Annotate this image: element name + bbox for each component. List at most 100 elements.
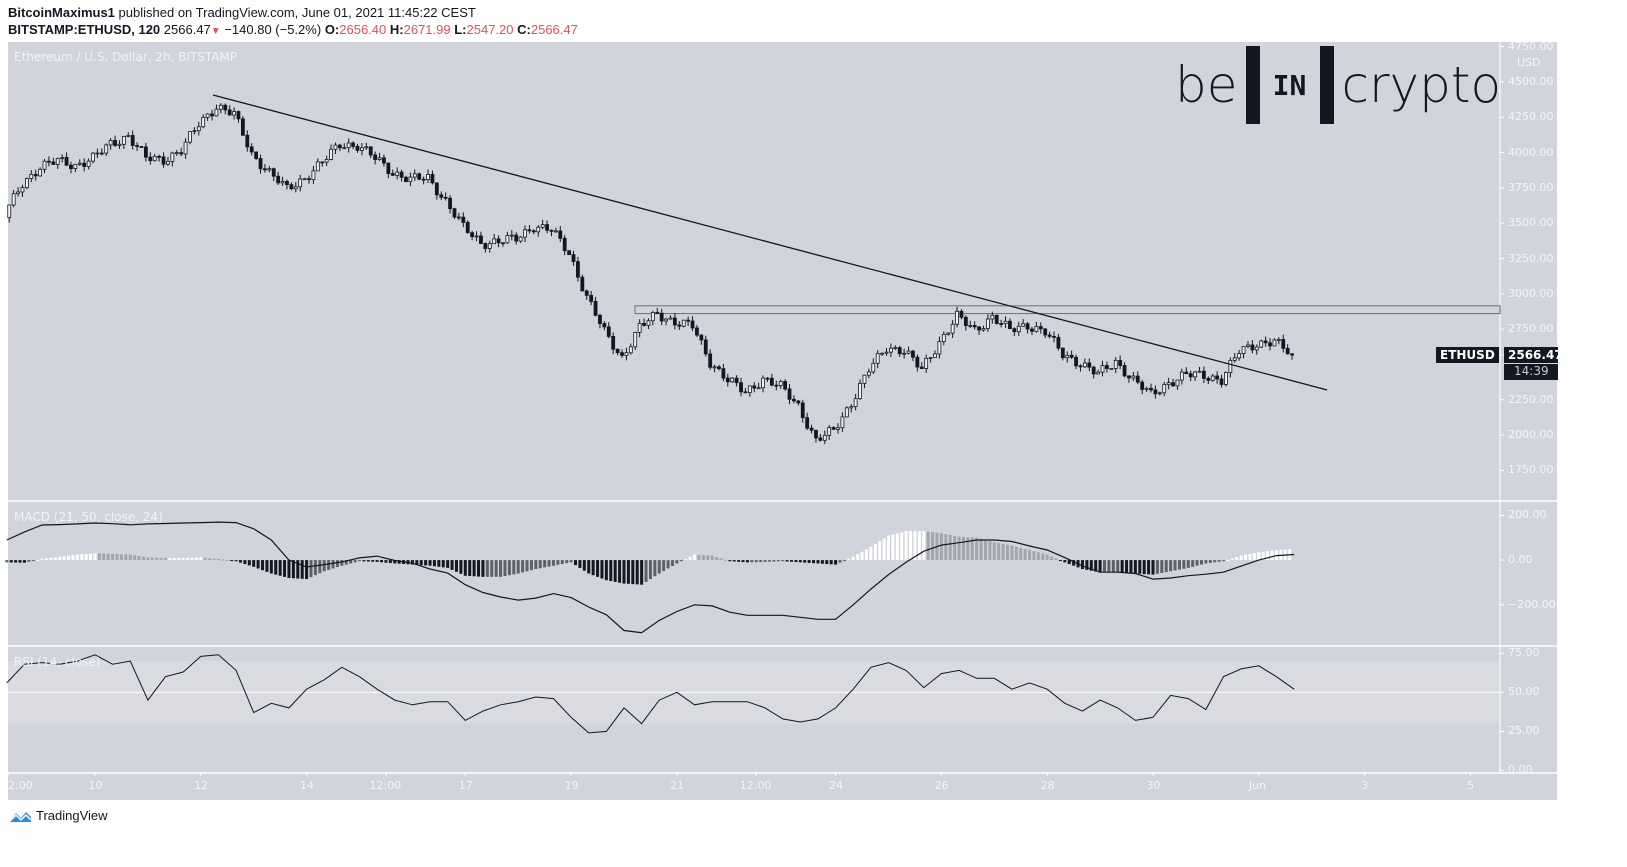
macd-histogram-bar: [283, 560, 287, 577]
candle-up: [937, 341, 942, 355]
macd-histogram-bar: [36, 559, 40, 561]
candle-down: [82, 162, 87, 167]
time-tick-label: 2:00: [8, 779, 33, 792]
macd-histogram-bar: [1244, 554, 1248, 561]
macd-histogram-bar: [481, 560, 485, 577]
macd-histogram-bar: [732, 560, 736, 562]
candle-down: [1202, 370, 1206, 379]
candle-up: [928, 357, 933, 359]
candle-up: [1179, 371, 1184, 381]
tradingview-brand[interactable]: TradingView: [8, 808, 108, 823]
candle-up: [893, 347, 898, 349]
candle-down: [1153, 389, 1158, 395]
candle-up: [650, 312, 655, 322]
price-tick-label: 4750.00: [1508, 39, 1554, 53]
candle-up: [1109, 368, 1114, 370]
candle-down: [223, 104, 228, 111]
macd-histogram-bar: [371, 560, 375, 562]
logo-text-crypto: crypto: [1341, 56, 1502, 114]
macd-histogram-bar: [261, 560, 265, 571]
candle-up: [664, 318, 668, 322]
macd-histogram-bar: [873, 543, 877, 561]
candle-down: [179, 152, 184, 155]
candle-up: [862, 374, 867, 384]
macd-histogram-bar: [31, 560, 35, 562]
candle-down: [276, 175, 281, 184]
candle-down: [584, 290, 589, 296]
macd-histogram-bar: [900, 532, 904, 561]
time-tick-label: 5: [1467, 779, 1475, 792]
candle-up: [1131, 375, 1136, 379]
macd-histogram-bar: [80, 554, 84, 561]
macd-histogram-bar: [186, 557, 190, 561]
price-tick-label: 3750.00: [1508, 180, 1554, 194]
candle-up: [1210, 375, 1215, 381]
macd-histogram-bar: [84, 553, 88, 561]
candle-up: [324, 159, 329, 163]
candle-up: [24, 178, 29, 189]
macd-histogram-bar: [1006, 544, 1010, 561]
macd-tick-label: 0.00: [1508, 553, 1533, 567]
macd-histogram-bar: [785, 560, 789, 562]
symbol-label: BITSTAMP:ETHUSD, 120: [8, 22, 161, 37]
macd-histogram-bar: [741, 560, 745, 563]
macd-histogram-bar: [688, 556, 692, 561]
macd-histogram-bar: [238, 560, 242, 563]
macd-histogram-bar: [1169, 560, 1173, 572]
macd-histogram-bar: [194, 557, 198, 561]
rsi-pane-title: RSI (14, close): [14, 655, 101, 669]
price-tick-label: 3000.00: [1508, 286, 1554, 300]
macd-histogram-bar: [1098, 560, 1102, 573]
macd-histogram-bar: [838, 560, 842, 563]
price-axis-unit: USD: [1517, 56, 1541, 69]
macd-histogram-bar: [18, 560, 22, 563]
macd-histogram-bar: [190, 557, 194, 561]
candle-up: [426, 173, 430, 181]
candle-up: [628, 346, 633, 354]
logo-in-bracket: IN: [1245, 46, 1334, 124]
macd-histogram-bar: [1248, 553, 1252, 561]
macd-histogram-bar: [22, 560, 26, 563]
rsi-tick-label: 0.00: [1508, 763, 1533, 777]
candle-up: [981, 328, 986, 331]
close-value: 2566.47: [530, 22, 578, 37]
candle-down: [514, 234, 519, 242]
candle-up: [492, 238, 497, 245]
macd-histogram-bar: [1041, 553, 1045, 561]
candle-up: [637, 323, 642, 333]
macd-histogram-bar: [1173, 560, 1177, 571]
candle-down: [1056, 336, 1061, 349]
candle-down: [783, 381, 788, 390]
candle-up: [509, 234, 514, 237]
macd-histogram-bar: [763, 560, 767, 562]
candle-up: [298, 178, 303, 188]
macd-histogram-bar: [1208, 560, 1212, 563]
macd-histogram-bar: [635, 560, 639, 585]
author-name[interactable]: BitcoinMaximus1: [8, 5, 115, 20]
candle-down: [64, 156, 69, 166]
candle-down: [1060, 347, 1065, 359]
candle-up: [1021, 323, 1026, 327]
candle-up: [7, 204, 12, 218]
macd-histogram-bar: [728, 560, 732, 562]
candle-down: [814, 429, 818, 439]
macd-histogram-bar: [199, 557, 203, 561]
candle-down: [501, 242, 505, 245]
macd-histogram-bar: [701, 555, 705, 561]
candle-down: [1074, 356, 1078, 367]
candle-down: [721, 368, 726, 379]
candle-up: [730, 377, 735, 383]
macd-histogram-bar: [1164, 560, 1168, 573]
macd-histogram-bar: [1142, 560, 1146, 575]
candle-down: [725, 377, 730, 383]
macd-histogram-bar: [340, 560, 344, 566]
candle-up: [985, 318, 990, 329]
candle-up: [849, 406, 854, 409]
macd-histogram-bar: [141, 556, 145, 561]
macd-histogram-bar: [534, 560, 538, 570]
macd-histogram-bar: [547, 560, 551, 567]
candle-up: [126, 135, 131, 137]
candle-up: [280, 180, 285, 184]
candle-down: [919, 366, 924, 369]
